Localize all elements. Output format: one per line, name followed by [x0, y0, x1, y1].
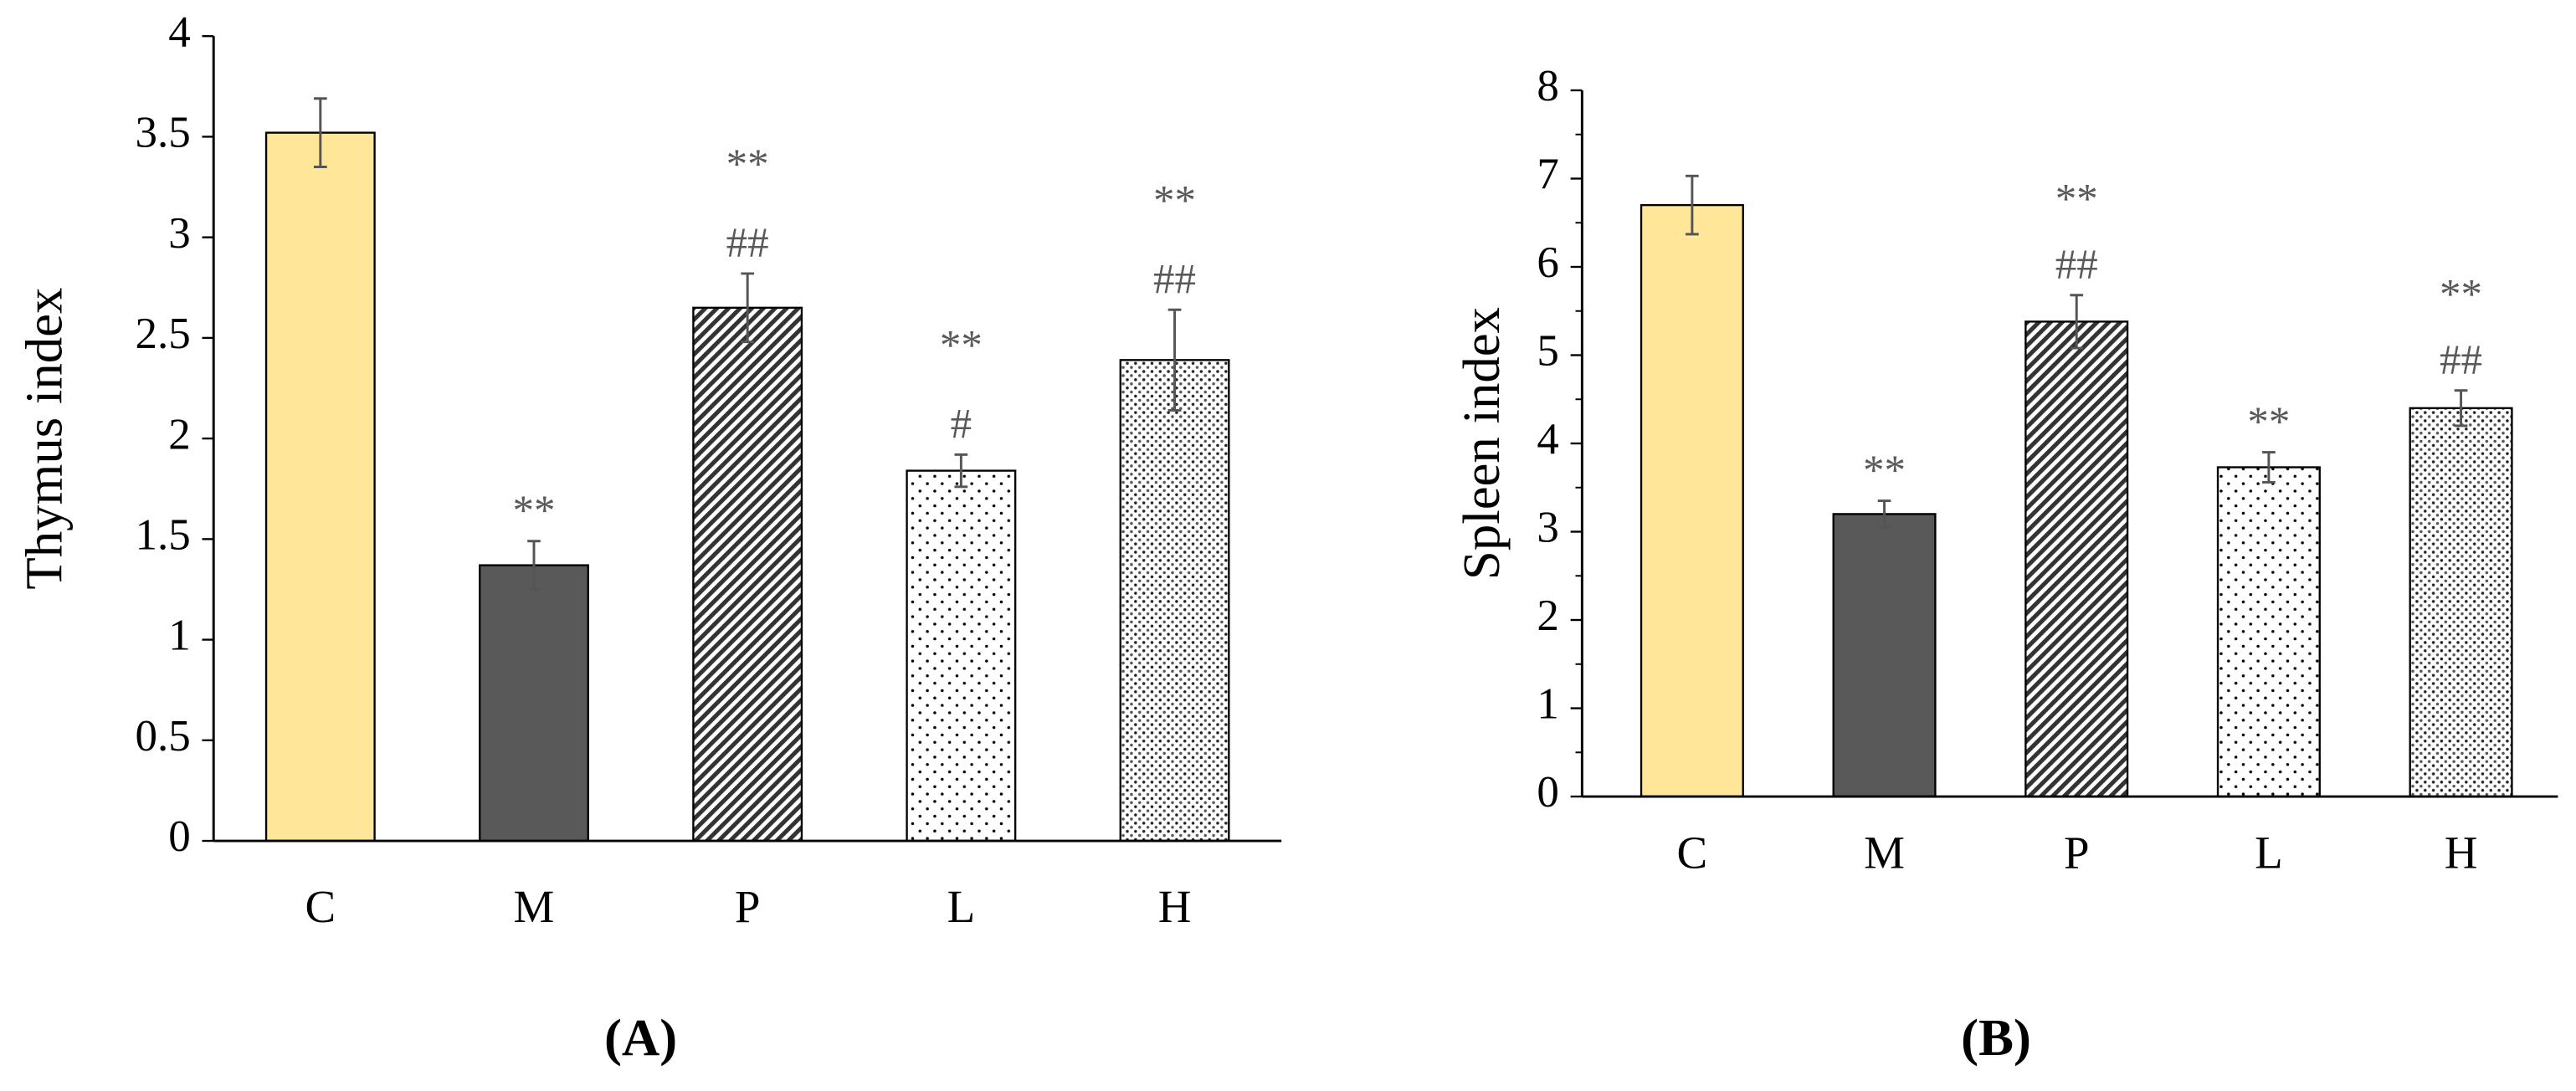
bar — [1832, 513, 1937, 798]
bar — [1640, 203, 1744, 798]
x-tick-label: P — [2064, 827, 2090, 878]
y-axis-label: Spleen index — [1452, 307, 1511, 580]
chart-panel: 0 1 2 3 4 5 6 7 8 Spleen index C ** M ** ## P ** L ** ## H (B… — [1452, 62, 2558, 1067]
chart-panel: 0 0.5 1 1.5 2 2.5 3 3.5 4 Thymus index C ** M ** ## P **… — [14, 8, 1282, 1067]
bar — [2024, 320, 2129, 798]
y-tick-label: 8 — [1537, 62, 1558, 110]
significance-label: ** — [2055, 177, 2098, 223]
x-tick-label: P — [735, 881, 761, 932]
bar — [2409, 407, 2513, 798]
x-tick-label: C — [305, 881, 336, 932]
significance-label: ** — [940, 322, 983, 369]
x-tick-label: L — [2255, 827, 2283, 878]
y-tick-label: 6 — [1537, 238, 1558, 287]
significance-label: ## — [2055, 242, 2098, 289]
y-tick-label: 1.5 — [135, 511, 190, 560]
panel-label: (B) — [1961, 1008, 2031, 1067]
y-tick-label: 3 — [1537, 504, 1558, 552]
x-tick-label: L — [947, 881, 976, 932]
panel-label: (A) — [604, 1008, 677, 1067]
y-tick-label: 3 — [168, 209, 191, 258]
bar — [1119, 359, 1230, 843]
y-tick-label: 0.5 — [135, 712, 190, 761]
significance-label: ** — [1153, 177, 1196, 224]
x-tick-label: H — [1158, 881, 1192, 932]
bar — [479, 564, 589, 843]
significance-label: ## — [726, 220, 769, 267]
y-tick-label: 2 — [1537, 592, 1558, 640]
y-tick-label: 1 — [168, 612, 191, 660]
y-tick-label: 4 — [1537, 415, 1558, 464]
significance-label: ** — [512, 488, 555, 535]
x-tick-label: C — [1677, 827, 1708, 878]
y-tick-label: 2.5 — [135, 310, 190, 358]
y-tick-label: 0 — [1537, 768, 1558, 817]
bar — [264, 131, 376, 843]
significance-label: ** — [2440, 271, 2482, 318]
y-tick-label: 3.5 — [135, 109, 190, 157]
y-tick-label: 0 — [168, 812, 191, 861]
significance-label: ** — [1863, 448, 1906, 494]
significance-label: ** — [726, 141, 769, 188]
y-axis-label: Thymus index — [14, 288, 73, 590]
significance-label: ## — [2440, 337, 2482, 384]
y-tick-label: 1 — [1537, 680, 1558, 729]
x-tick-label: M — [1864, 827, 1905, 878]
y-tick-label: 2 — [168, 410, 191, 458]
y-tick-label: 5 — [1537, 327, 1558, 376]
x-tick-label: H — [2445, 827, 2478, 878]
significance-label: ** — [2247, 399, 2290, 446]
y-tick-label: 4 — [168, 8, 191, 56]
bar — [2216, 466, 2321, 798]
x-tick-label: M — [514, 881, 555, 932]
bar — [906, 469, 1017, 843]
y-tick-label: 7 — [1537, 151, 1558, 199]
significance-label: ## — [1153, 257, 1196, 304]
significance-label: # — [951, 402, 972, 448]
bar — [692, 306, 803, 843]
